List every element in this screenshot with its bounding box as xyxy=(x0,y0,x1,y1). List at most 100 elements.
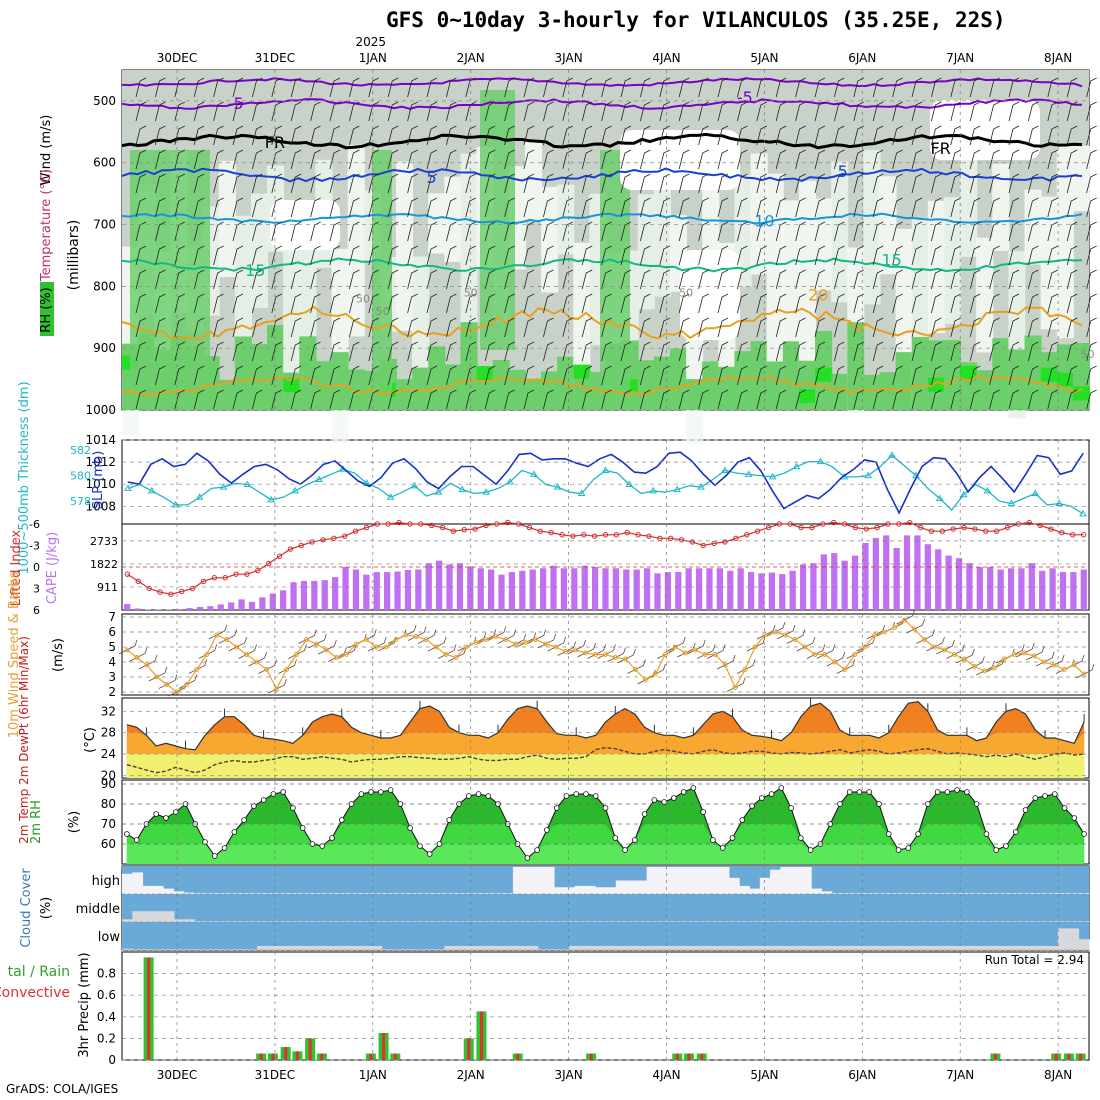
lifted-index-marker xyxy=(1070,532,1076,538)
rh-marker xyxy=(925,801,931,807)
cloud-cover-bar xyxy=(1078,893,1090,894)
rh-marker xyxy=(553,805,560,811)
wind-barb xyxy=(892,125,903,146)
rh-dry-cell xyxy=(798,180,817,379)
cloud-cover-bar xyxy=(714,921,726,922)
surface-wind-barb xyxy=(128,647,148,662)
cloud-cover-bar xyxy=(693,921,705,922)
rh-tick-label: 60 xyxy=(101,837,116,851)
surface-wind-barb xyxy=(138,654,158,670)
wind-barb xyxy=(426,245,438,266)
cloud-cover-bar xyxy=(1016,893,1028,894)
wind-barb xyxy=(659,173,670,194)
bottom-date-label: 6JAN xyxy=(848,1068,876,1082)
rh-marker xyxy=(788,805,794,811)
wind-barb xyxy=(387,341,399,362)
rh-dry-cell xyxy=(750,153,768,275)
wind-barb xyxy=(1008,221,1020,242)
wind-barb xyxy=(950,173,961,194)
wind-speed-marker xyxy=(1071,662,1077,668)
thickness-marker xyxy=(386,493,395,500)
contour-label: 50 xyxy=(356,292,370,305)
wind-barb xyxy=(174,245,185,266)
rh-marker xyxy=(124,831,130,837)
precip-convective-bar xyxy=(271,1053,275,1060)
wind-barb xyxy=(135,77,147,98)
wind-barb xyxy=(446,365,457,386)
lifted-index-marker xyxy=(396,519,402,526)
wind-barb xyxy=(1066,77,1078,98)
top-date-label: 8JAN xyxy=(1044,51,1072,65)
wind-barb xyxy=(834,365,845,386)
rh-marker xyxy=(426,851,433,857)
rh-marker xyxy=(465,793,472,799)
wind-barb xyxy=(892,77,903,98)
wind-barb xyxy=(795,245,806,266)
cloud-cover-bar xyxy=(862,893,874,894)
wind-barb xyxy=(659,341,670,362)
wind-barb xyxy=(950,77,961,98)
rh-dry-cell xyxy=(831,161,849,303)
wind-barb xyxy=(969,125,981,146)
lifted-index-marker xyxy=(494,521,500,527)
cloud-cover-bar xyxy=(338,893,349,894)
surface-wind-barb xyxy=(278,659,297,674)
wind-barb xyxy=(349,77,360,98)
wind-barb xyxy=(737,293,748,314)
wind-barb xyxy=(872,317,884,338)
wind-barb xyxy=(989,125,1000,146)
cloud-cover-bar xyxy=(512,867,524,894)
surface-wind-barb xyxy=(547,636,567,652)
rh-marker xyxy=(446,817,453,823)
wind-barb xyxy=(349,269,360,290)
wind-barb xyxy=(931,317,942,338)
wind-barb xyxy=(756,341,767,362)
cape-bar xyxy=(259,597,266,610)
wind-barb xyxy=(155,221,166,242)
wind-barb xyxy=(232,317,244,338)
cape-bar xyxy=(789,570,796,610)
wind-barb xyxy=(465,149,476,170)
cloud-cover-bar xyxy=(735,945,747,950)
wind-barb xyxy=(640,197,651,218)
wind-barb xyxy=(368,365,379,386)
precip-axis-label: 3hr Precip (mm) xyxy=(77,952,92,1057)
wind-speed-marker xyxy=(254,659,260,665)
wind-barb xyxy=(465,173,476,194)
wind-barb xyxy=(931,341,942,362)
wind-barb xyxy=(737,101,748,122)
thickness-marker xyxy=(195,493,204,500)
wind-speed-marker xyxy=(642,677,648,683)
cloud-cover-bar xyxy=(475,921,487,922)
lifted-index-marker xyxy=(863,526,869,532)
rh-marker xyxy=(231,829,238,835)
cape-bar xyxy=(664,572,672,610)
top-date-label: 7JAN xyxy=(946,51,974,65)
cloud-cover-bar xyxy=(368,893,380,894)
contour-label: 5 xyxy=(838,162,848,181)
surface-wind-barb xyxy=(148,666,168,682)
wind-barb xyxy=(1008,125,1020,146)
wind-barb xyxy=(814,341,826,362)
wind-barb xyxy=(446,125,457,146)
wind-barb xyxy=(892,341,903,362)
wind-barb xyxy=(155,293,166,314)
wind-barb xyxy=(834,77,845,98)
cloud-cover-bar xyxy=(543,867,555,894)
cape-bar xyxy=(373,572,380,610)
wind-barb xyxy=(640,125,651,146)
wind-barb xyxy=(349,173,360,194)
cape-bar xyxy=(415,569,422,610)
cloud-cover-bar xyxy=(839,945,851,950)
wind-speed-marker xyxy=(214,632,220,638)
cape-bar xyxy=(124,603,131,610)
wind-barb xyxy=(872,389,884,410)
wind-barb xyxy=(911,197,923,218)
wind-speed-marker xyxy=(742,667,748,672)
cloud-cover-bar xyxy=(444,945,456,950)
wind-barb xyxy=(911,149,923,170)
wind-barb xyxy=(329,341,341,362)
top-date-label: 6JAN xyxy=(848,51,876,65)
wind-barb xyxy=(290,317,302,338)
wind-barb xyxy=(872,365,884,386)
